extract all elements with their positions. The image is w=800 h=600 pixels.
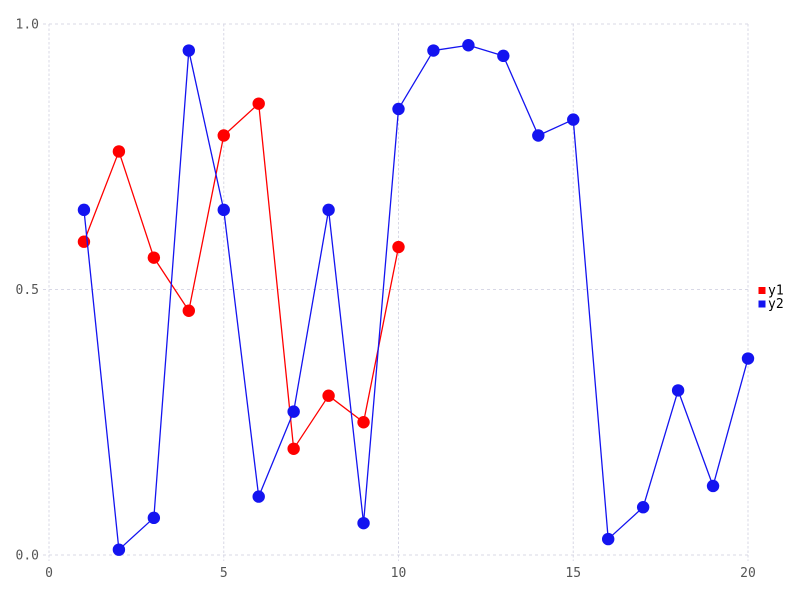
legend-swatch-y2-icon	[758, 300, 766, 308]
legend-swatch-y1-icon	[758, 287, 766, 294]
series-y1-point	[392, 240, 405, 254]
gridlines	[43, 23, 749, 561]
legend-item-y1: y1	[758, 284, 784, 299]
legend-label-y1: y1	[768, 284, 784, 299]
series-y2-point	[147, 511, 161, 525]
series-y2-point	[112, 543, 126, 556]
x-axis-tick-label: 20	[740, 566, 756, 581]
x-axis-tick-label: 15	[565, 566, 581, 581]
x-axis-tick-label: 0	[45, 566, 53, 581]
series-y2-point	[497, 49, 510, 63]
series-y2-point	[532, 129, 545, 142]
series-y2-point	[567, 113, 580, 126]
series-y1-point	[357, 416, 370, 429]
x-axis-tick-label: 5	[220, 566, 228, 581]
series-y1-point	[182, 304, 195, 317]
series-y2-point	[392, 102, 405, 116]
y-axis-tick-label: 0.0	[16, 549, 39, 564]
series-y1-point	[217, 129, 230, 142]
series-y1	[77, 97, 405, 455]
series-y2-point	[287, 405, 300, 418]
series-y2	[77, 39, 755, 556]
series-y2-point	[182, 44, 195, 57]
series-y2-point	[671, 384, 685, 397]
y-axis-tick-label: 0.5	[16, 283, 39, 298]
series-y1-point	[287, 442, 300, 455]
y-axis-tick-label: 1.0	[16, 18, 39, 33]
x-axis-tick-label: 10	[391, 566, 407, 581]
series-y2-point	[252, 490, 265, 503]
legend-label-y2: y2	[768, 297, 784, 312]
series-y2-point	[602, 532, 615, 546]
series-y1-point	[252, 97, 265, 110]
series-y1-point	[147, 251, 161, 264]
series-y2-point	[636, 501, 650, 514]
series-y2-point	[741, 352, 755, 365]
series-y1-point	[322, 389, 335, 402]
series-y2-point	[462, 39, 475, 52]
series-y2-line	[83, 44, 749, 551]
legend-item-y2: y2	[758, 297, 784, 312]
series-y2-point	[706, 479, 720, 493]
series-y2-point	[322, 203, 335, 217]
series-y2-point	[357, 516, 370, 530]
series-y1-line	[83, 103, 400, 450]
axis-tick-labels: 0 5 10 15 20 0.0 0.5 1.0	[16, 18, 756, 582]
series-y2-point	[427, 44, 440, 57]
series-y2-point	[77, 203, 91, 217]
series-y2-point	[217, 203, 230, 217]
series-y1-point	[112, 145, 126, 158]
